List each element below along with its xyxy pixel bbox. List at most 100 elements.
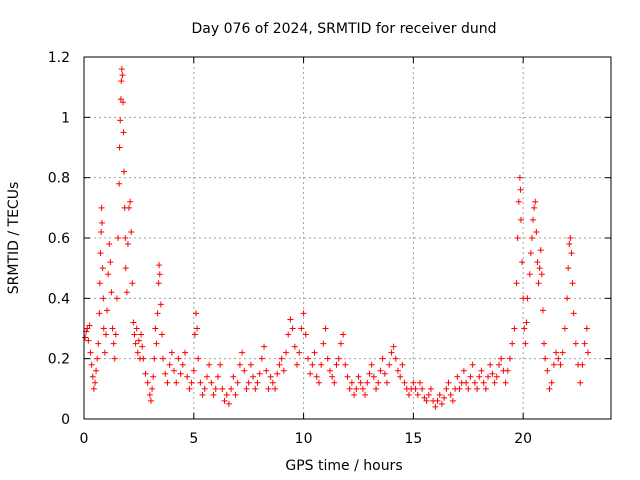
data-point	[85, 337, 92, 344]
data-point	[449, 397, 456, 404]
data-point	[234, 379, 241, 386]
data-point	[123, 289, 130, 296]
data-point	[99, 219, 106, 226]
data-point	[88, 361, 95, 368]
data-point	[94, 355, 101, 362]
data-point	[302, 331, 309, 338]
data-point	[550, 361, 557, 368]
data-point	[548, 379, 555, 386]
data-point	[138, 331, 145, 338]
y-tick-label: 0.4	[48, 291, 70, 307]
data-point	[517, 186, 524, 193]
data-point	[245, 379, 252, 386]
data-point	[405, 391, 412, 398]
data-point	[513, 280, 520, 287]
data-point	[219, 385, 226, 392]
grid-lines	[84, 57, 611, 419]
data-point	[201, 385, 208, 392]
data-point	[110, 340, 117, 347]
data-point	[476, 373, 483, 380]
data-point	[366, 370, 373, 377]
data-point	[469, 361, 476, 368]
data-point	[463, 379, 470, 386]
data-point	[432, 403, 439, 410]
data-point	[182, 349, 189, 356]
data-point	[333, 361, 340, 368]
data-point	[155, 280, 162, 287]
data-point	[322, 325, 329, 332]
data-point	[252, 385, 259, 392]
data-point	[370, 373, 377, 380]
data-point	[232, 391, 239, 398]
data-point	[471, 379, 478, 386]
data-point	[140, 355, 147, 362]
data-point	[214, 373, 221, 380]
data-point	[480, 379, 487, 386]
data-point	[419, 385, 426, 392]
data-point	[188, 379, 195, 386]
data-point	[131, 331, 138, 338]
data-point	[164, 379, 171, 386]
data-point	[579, 361, 586, 368]
data-point	[96, 310, 103, 317]
data-point	[544, 367, 551, 374]
data-point	[206, 361, 213, 368]
data-point	[156, 271, 163, 278]
data-point	[522, 340, 529, 347]
data-point	[97, 250, 104, 257]
data-point	[447, 391, 454, 398]
data-point	[362, 391, 369, 398]
data-point	[184, 373, 191, 380]
data-point	[313, 373, 320, 380]
data-point	[243, 385, 250, 392]
data-point	[570, 310, 577, 317]
data-point	[129, 280, 136, 287]
data-point	[381, 370, 388, 377]
data-point	[539, 307, 546, 314]
data-point	[530, 216, 537, 223]
data-point	[293, 361, 300, 368]
data-point	[342, 361, 349, 368]
data-point	[96, 280, 103, 287]
data-point	[116, 180, 123, 187]
data-point	[109, 325, 116, 332]
y-tick-label: 0.6	[48, 231, 70, 247]
data-point	[89, 373, 96, 380]
data-point	[493, 373, 500, 380]
data-point	[395, 367, 402, 374]
data-point	[456, 385, 463, 392]
data-point	[236, 361, 243, 368]
data-point	[269, 379, 276, 386]
data-point	[535, 280, 542, 287]
data-point	[564, 295, 571, 302]
data-point	[509, 340, 516, 347]
data-point	[401, 379, 408, 386]
data-point	[162, 370, 169, 377]
data-point	[427, 385, 434, 392]
y-tick-label: 0.2	[48, 352, 70, 368]
data-point	[210, 391, 217, 398]
data-point	[153, 340, 160, 347]
data-point	[179, 361, 186, 368]
data-point	[538, 271, 545, 278]
data-point	[534, 259, 541, 266]
data-point	[340, 331, 347, 338]
x-tick-label: 0	[80, 431, 89, 447]
data-point	[318, 361, 325, 368]
data-point	[124, 241, 131, 248]
data-point	[324, 355, 331, 362]
data-point	[291, 343, 298, 350]
data-point	[287, 316, 294, 323]
data-point	[127, 198, 134, 205]
x-tick-label: 15	[404, 431, 422, 447]
data-point	[355, 373, 362, 380]
data-point	[118, 78, 125, 85]
data-point	[230, 373, 237, 380]
data-point	[296, 349, 303, 356]
data-point	[276, 361, 283, 368]
data-point	[307, 370, 314, 377]
tick-marks	[83, 56, 611, 420]
data-point	[82, 334, 89, 341]
data-point	[351, 391, 358, 398]
data-point	[116, 144, 123, 151]
